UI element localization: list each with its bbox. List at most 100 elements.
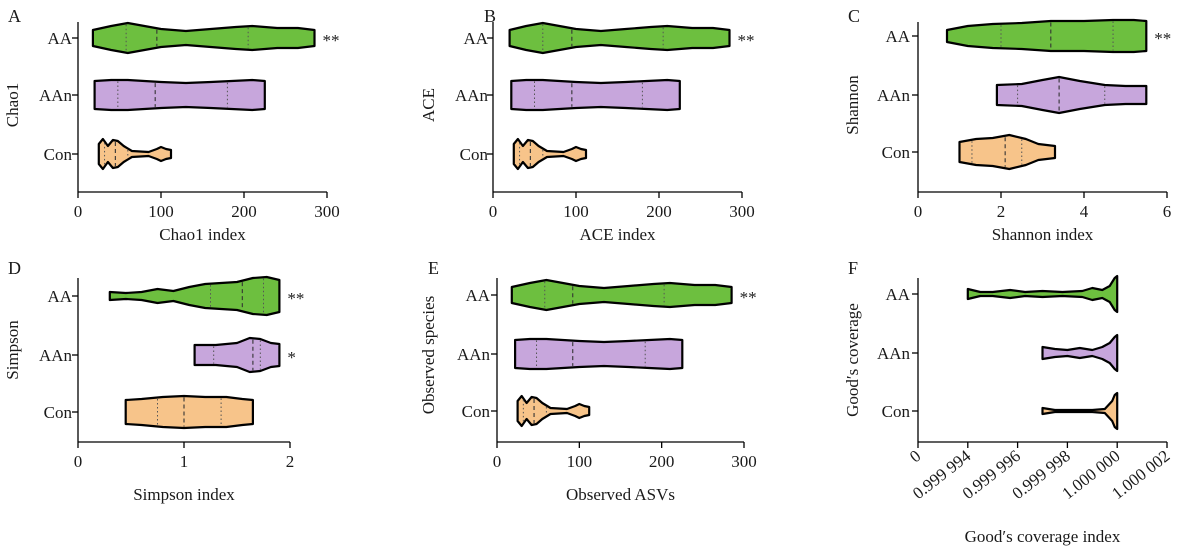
violin-body (958, 133, 1057, 171)
x-axis-title: ACE index (579, 225, 656, 244)
x-axis-title: Observed ASVs (566, 485, 675, 504)
panel-letter: E (428, 258, 439, 278)
category-label-aa: AA (463, 29, 488, 48)
significance-marker: * (287, 348, 296, 367)
x-tick-label: 100 (148, 202, 174, 221)
violin-aa: ** (510, 278, 757, 312)
x-tick-label: 0 (914, 202, 923, 221)
y-axis-title: Chao1 (3, 83, 22, 127)
category-label-aan: AAn (39, 86, 73, 105)
panel-letter: A (8, 6, 21, 26)
y-axis-title: Observed species (419, 296, 438, 415)
violin-con (958, 133, 1057, 171)
violin-con (97, 137, 173, 171)
violin-con (516, 394, 591, 428)
y-axis-title: Shannon (843, 75, 862, 135)
violin-con (1041, 391, 1119, 431)
category-label-con: Con (882, 143, 911, 162)
x-axis-title: Chao1 index (159, 225, 246, 244)
violin-body (91, 21, 316, 55)
x-tick-label: 0 (493, 452, 502, 471)
x-tick-label: 2 (997, 202, 1006, 221)
panel-a: A 0 100 200 300 Chao1 index Chao1 AA AAn Con ** (3, 6, 340, 244)
violin-con (512, 137, 588, 171)
violin-body (510, 278, 733, 312)
violin-body (995, 75, 1148, 115)
category-label-con: Con (44, 145, 73, 164)
violin-body (512, 137, 588, 171)
category-label-aan: AAn (455, 86, 489, 105)
significance-marker: ** (1154, 29, 1171, 48)
x-tick-label: 0 (74, 202, 83, 221)
x-axis-title: Simpson index (133, 485, 235, 504)
x-tick-label: 200 (231, 202, 257, 221)
violin-body (510, 78, 681, 112)
panel-e: E 0 100 200 300 Observed ASVs Observed species… (419, 258, 757, 504)
violin-body (514, 337, 684, 371)
panel-letter: D (8, 258, 21, 278)
violin-body (193, 336, 281, 374)
x-tick-label: 300 (729, 202, 755, 221)
x-tick-label: 4 (1080, 202, 1089, 221)
significance-marker: ** (323, 31, 340, 50)
violin-aan: * (193, 336, 296, 374)
violin-aa: ** (91, 21, 340, 55)
x-axis-title: Shannon index (992, 225, 1094, 244)
y-axis-title: ACE (419, 88, 438, 122)
category-label-aan: AAn (877, 344, 911, 363)
violin-body (516, 394, 591, 428)
violin-body (108, 275, 281, 317)
violin-aan (1041, 333, 1119, 373)
y-axis-title: Good′s coverage (843, 303, 862, 417)
x-tick-label: 0 (906, 446, 924, 466)
significance-marker: ** (738, 31, 755, 50)
category-label-con: Con (462, 402, 491, 421)
violin-con (124, 394, 254, 430)
category-label-con: Con (44, 403, 73, 422)
x-tick-label: 300 (314, 202, 340, 221)
significance-marker: ** (287, 289, 304, 308)
violin-body (97, 137, 173, 171)
panel-letter: B (484, 6, 496, 26)
x-axis-title: Good′s coverage index (965, 527, 1121, 546)
category-label-aan: AAn (877, 86, 911, 105)
violin-body (945, 18, 1148, 54)
x-tick-label: 1 (180, 452, 189, 471)
category-label-aa: AA (885, 27, 910, 46)
category-label-aan: AAn (457, 345, 491, 364)
violin-aa: ** (508, 21, 755, 55)
violin-body (508, 21, 731, 55)
violin-aan (93, 78, 266, 112)
x-tick-label: 6 (1163, 202, 1172, 221)
violin-aa (966, 274, 1119, 314)
x-tick-label: 200 (646, 202, 672, 221)
violin-body (1041, 391, 1119, 431)
panel-c: C 0 2 4 6 Shannon index Shannon AA AAn Con ** (843, 6, 1171, 244)
x-tick-label: 0 (489, 202, 498, 221)
significance-marker: ** (740, 288, 757, 307)
violin-aan (995, 75, 1148, 115)
category-label-aa: AA (885, 285, 910, 304)
violin-body (1041, 333, 1119, 373)
x-tick-label: 0 (74, 452, 83, 471)
violin-body (966, 274, 1119, 314)
category-label-aa: AA (47, 29, 72, 48)
x-tick-label: 200 (649, 452, 675, 471)
category-label-con: Con (882, 402, 911, 421)
category-label-aa: AA (47, 287, 72, 306)
panel-letter: C (848, 6, 860, 26)
x-tick-label: 100 (567, 452, 593, 471)
violin-aa: ** (108, 275, 304, 317)
violin-body (124, 394, 254, 430)
x-tick-label: 2 (286, 452, 295, 471)
category-label-aan: AAn (39, 346, 73, 365)
panel-letter: F (848, 258, 858, 278)
y-axis-title: Simpson (3, 320, 22, 380)
panel-b: B 0 100 200 300 ACE index ACE AA AAn Con ** (419, 6, 755, 244)
x-tick-label: 300 (731, 452, 757, 471)
violin-aan (514, 337, 684, 371)
violin-aan (510, 78, 681, 112)
